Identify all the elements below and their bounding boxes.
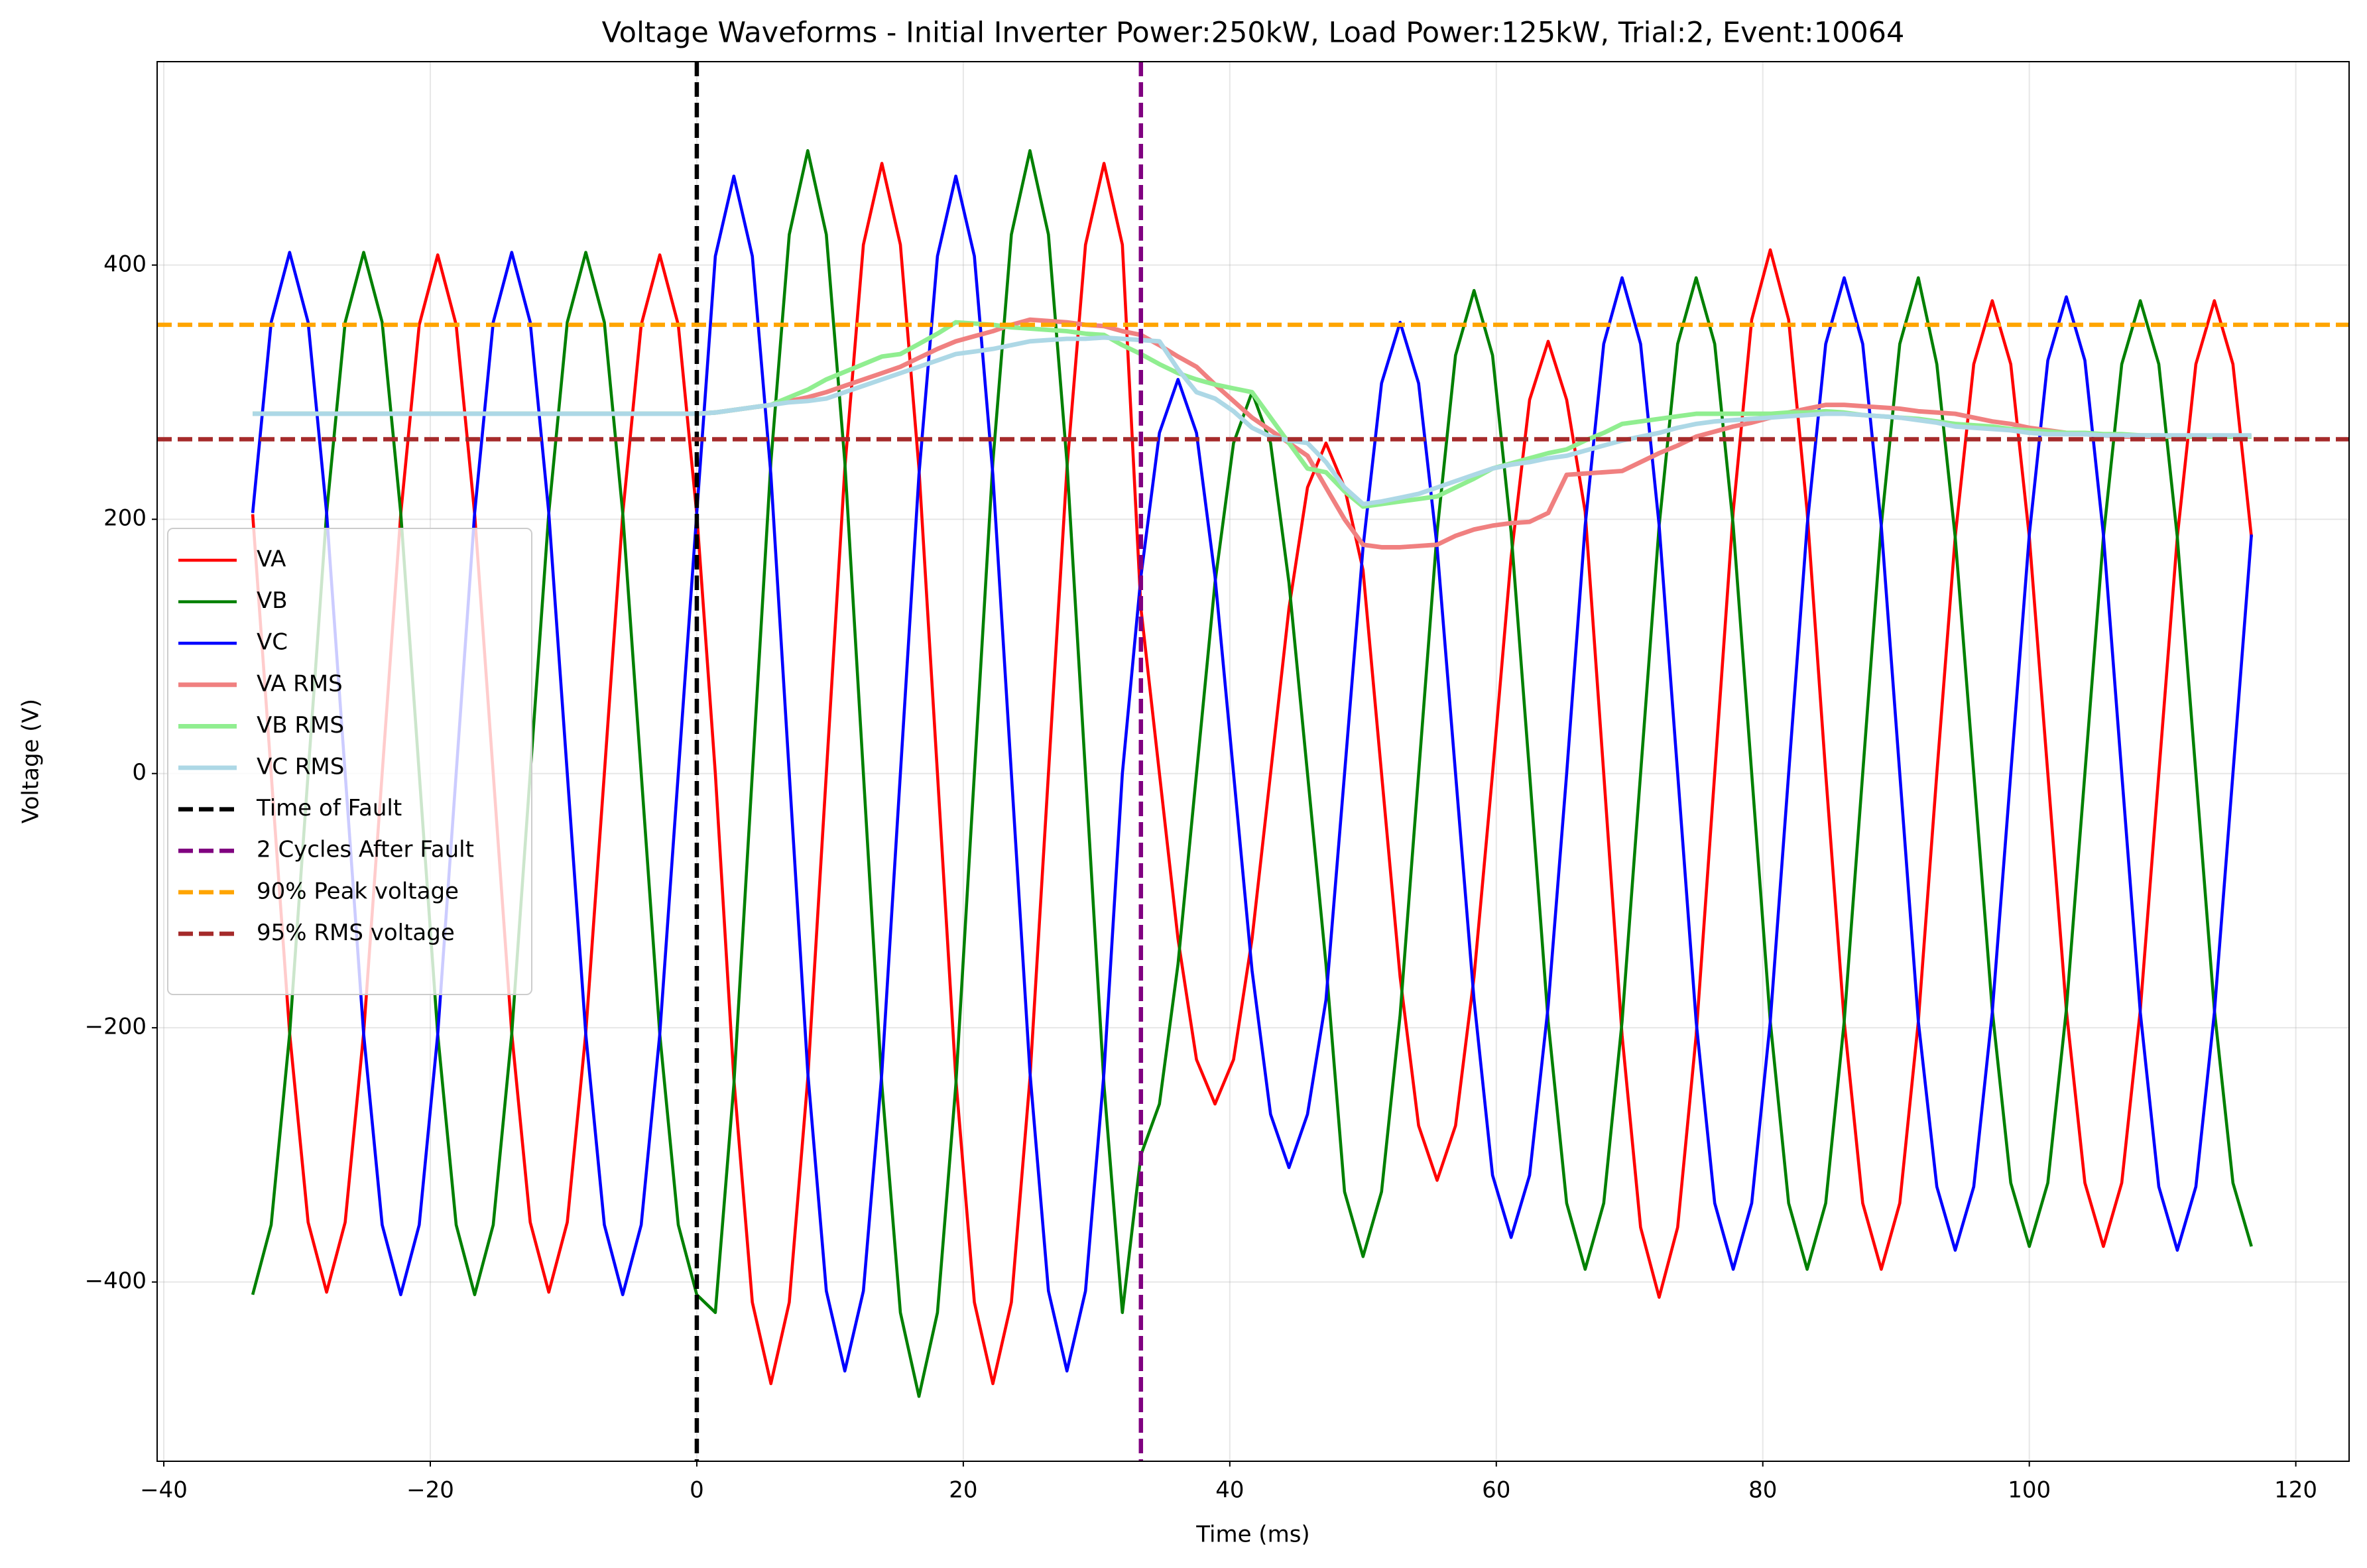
x-tick-label: 0: [690, 1477, 704, 1504]
legend-label: VC RMS: [257, 754, 344, 780]
legend-label: VA: [257, 546, 286, 573]
y-tick-label: −200: [85, 1014, 147, 1040]
legend-label: VA RMS: [257, 670, 343, 697]
series-line: [253, 335, 2252, 507]
legend-label: 2 Cycles After Fault: [257, 837, 474, 863]
y-tick-label: 200: [103, 505, 147, 532]
legend: VA VB VC VA RMS VB RMS VC RMS Time of Fault 2 C…: [167, 528, 532, 995]
y-tick-label: −400: [85, 1268, 147, 1294]
legend-label: VB: [257, 587, 288, 614]
legend-label: VB RMS: [257, 712, 344, 739]
x-tick-label: 60: [1482, 1477, 1510, 1504]
legend-label: VC: [257, 629, 288, 656]
y-axis-label: Voltage (V): [18, 699, 44, 823]
series-line: [251, 174, 2253, 1373]
legend-box: [167, 528, 532, 995]
legend-label: 95% RMS voltage: [257, 920, 455, 946]
plot-frame: [156, 61, 2350, 1462]
x-tick-label: 120: [2274, 1477, 2317, 1504]
x-tick-label: 20: [949, 1477, 977, 1504]
x-tick-label: 100: [2008, 1477, 2051, 1504]
y-tick-label: 400: [103, 251, 147, 277]
x-tick-label: −40: [140, 1477, 188, 1504]
chart-title: Voltage Waveforms - Initial Inverter Pow…: [602, 17, 1905, 50]
x-tick-label: 40: [1215, 1477, 1244, 1504]
legend-label: Time of Fault: [256, 795, 402, 821]
x-tick-label: −20: [406, 1477, 454, 1504]
x-tick-label: 80: [1748, 1477, 1777, 1504]
y-tick-label: 0: [132, 759, 147, 786]
x-axis-label: Time (ms): [1195, 1522, 1309, 1548]
legend-label: 90% Peak voltage: [257, 878, 459, 904]
